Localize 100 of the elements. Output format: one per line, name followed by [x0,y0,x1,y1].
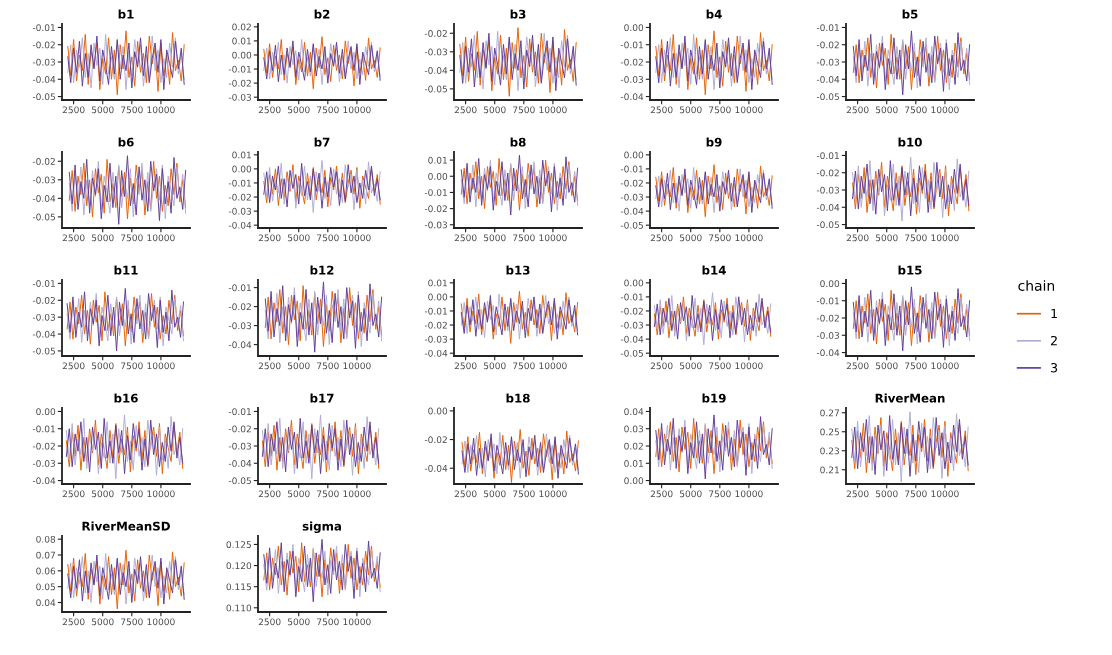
y-tick-label: -0.01 [620,293,643,301]
y-tick-label: 0.27 [820,409,839,417]
y-tick-label: -0.02 [424,321,447,329]
x-tick-label: 7500 [121,234,143,242]
x-tick-label: 7500 [905,490,927,498]
y-tick-label: -0.04 [816,204,840,211]
chart-title: b7 [314,137,330,147]
x-tick-label: 5000 [287,362,310,370]
x-tick-label: 7500 [121,362,143,370]
y-tick-label: 0.05 [36,583,55,591]
y-tick-label: 0.00 [624,24,644,32]
x-tick-label: 10000 [931,362,959,370]
y-tick-label: -0.05 [816,221,839,229]
y-tick-label: 0.04 [36,599,56,607]
y-tick-label: -0.03 [620,193,644,201]
y-tick-label: 0.01 [232,151,251,159]
x-tick-label: 7500 [317,618,339,626]
x-tick-label: 2500 [650,106,673,114]
y-tick-label: 0.08 [36,535,56,543]
y-tick-label: -0.01 [424,189,447,196]
y-tick-label: -0.04 [32,76,56,83]
y-tick-label: -0.02 [424,205,447,213]
chart-title: sigma [302,521,341,533]
x-tick-label: 5000 [483,234,506,242]
x-tick-label: 7500 [317,106,339,114]
x-tick-label: 7500 [905,362,927,370]
y-tick-label: -0.04 [424,464,448,472]
x-tick-label: 10000 [343,106,371,114]
x-tick-label: 10000 [147,362,175,370]
y-tick-label: -0.02 [424,436,447,444]
x-tick-label: 2500 [258,234,281,242]
chart-title: b11 [114,265,138,275]
y-tick-label: 0.00 [428,293,448,301]
x-tick-label: 5000 [679,234,702,242]
x-tick-label: 10000 [147,618,175,626]
y-tick-label: 0.125 [226,541,251,548]
y-tick-label: -0.01 [816,152,839,160]
x-tick-label: 2500 [454,106,477,114]
x-tick-label: 7500 [905,106,927,114]
y-tick-label: -0.04 [228,341,252,349]
y-tick-label: -0.05 [32,213,55,221]
y-tick-label: -0.04 [228,221,252,229]
y-tick-label: 0.00 [232,165,252,173]
y-tick-label: -0.02 [228,193,251,201]
x-tick-label: 5000 [679,362,702,370]
y-tick-label: -0.01 [32,24,55,32]
y-tick-label: 0.115 [226,583,251,591]
x-tick-label: 2500 [846,490,869,498]
x-tick-label: 7500 [513,234,535,242]
x-tick-label: 7500 [709,106,731,114]
x-tick-label: 10000 [147,234,175,242]
y-tick-label: 0.120 [226,562,252,570]
y-tick-label: -0.02 [228,303,251,311]
x-tick-label: 2500 [454,234,477,242]
x-tick-label: 2500 [650,362,673,370]
y-tick-label: -0.02 [620,307,643,315]
x-tick-label: 2500 [846,234,869,242]
y-tick-label: -0.03 [32,176,56,184]
y-tick-label: -0.05 [620,221,643,229]
x-tick-label: 10000 [539,234,567,242]
chart-title: b8 [510,137,526,147]
x-tick-label: 5000 [875,362,898,370]
y-tick-label: 0.01 [232,37,251,45]
x-tick-label: 2500 [650,234,673,242]
y-tick-label: -0.02 [32,41,55,49]
x-tick-label: 10000 [343,490,371,498]
y-tick-label: 0.00 [624,279,644,287]
y-tick-label: 0.23 [820,447,840,455]
x-tick-label: 5000 [679,106,702,114]
y-tick-label: 0.04 [624,408,644,416]
x-tick-label: 2500 [62,234,85,242]
x-tick-label: 10000 [343,362,371,370]
x-tick-label: 5000 [287,234,310,242]
x-tick-label: 7500 [513,106,535,114]
y-tick-label: -0.05 [816,93,839,101]
y-tick-label: 0.01 [624,460,643,467]
y-tick-label: -0.03 [424,221,448,229]
x-tick-label: 2500 [62,618,85,626]
y-tick-label: -0.03 [816,58,840,66]
y-tick-label: -0.03 [32,460,56,467]
y-tick-label: -0.02 [620,179,643,187]
x-tick-label: 10000 [539,490,567,498]
y-tick-label: -0.02 [620,58,643,66]
x-tick-label: 10000 [735,106,763,114]
x-tick-label: 5000 [91,106,114,114]
y-tick-label: -0.01 [228,284,251,292]
x-tick-label: 5000 [483,362,506,370]
y-tick-label: -0.05 [620,349,643,357]
y-tick-label: 0.00 [232,51,252,59]
x-tick-label: 5000 [875,234,898,242]
x-tick-label: 5000 [287,618,310,626]
y-tick-label: -0.04 [816,349,840,357]
y-tick-label: -0.01 [620,165,643,173]
y-tick-label: -0.02 [424,30,447,37]
y-tick-label: -0.03 [620,321,644,329]
y-tick-label: 0.00 [624,151,644,159]
chart-title: b19 [702,393,726,403]
x-tick-label: 10000 [735,234,763,242]
y-tick-label: 0.00 [624,477,644,485]
y-tick-label: -0.01 [228,65,251,73]
